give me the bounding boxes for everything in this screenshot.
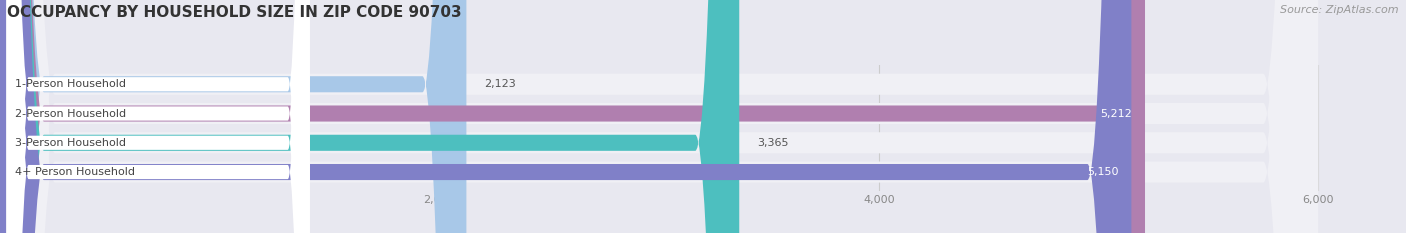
FancyBboxPatch shape — [7, 0, 309, 233]
FancyBboxPatch shape — [0, 0, 1319, 233]
Text: 3,365: 3,365 — [756, 138, 789, 148]
FancyBboxPatch shape — [0, 0, 1319, 233]
FancyBboxPatch shape — [0, 0, 1132, 233]
Text: OCCUPANCY BY HOUSEHOLD SIZE IN ZIP CODE 90703: OCCUPANCY BY HOUSEHOLD SIZE IN ZIP CODE … — [7, 5, 461, 20]
FancyBboxPatch shape — [7, 0, 309, 233]
Text: 2-Person Household: 2-Person Household — [15, 109, 127, 119]
FancyBboxPatch shape — [0, 0, 740, 233]
FancyBboxPatch shape — [0, 0, 1144, 233]
Text: 2,123: 2,123 — [484, 79, 516, 89]
Text: 5,212: 5,212 — [1099, 109, 1132, 119]
FancyBboxPatch shape — [7, 0, 309, 233]
FancyBboxPatch shape — [0, 0, 467, 233]
FancyBboxPatch shape — [7, 0, 309, 233]
Text: 3-Person Household: 3-Person Household — [15, 138, 127, 148]
FancyBboxPatch shape — [0, 0, 1319, 233]
FancyBboxPatch shape — [0, 0, 1319, 233]
Text: 5,150: 5,150 — [1087, 167, 1118, 177]
Text: 1-Person Household: 1-Person Household — [15, 79, 127, 89]
Text: 4+ Person Household: 4+ Person Household — [15, 167, 135, 177]
Text: Source: ZipAtlas.com: Source: ZipAtlas.com — [1281, 5, 1399, 15]
